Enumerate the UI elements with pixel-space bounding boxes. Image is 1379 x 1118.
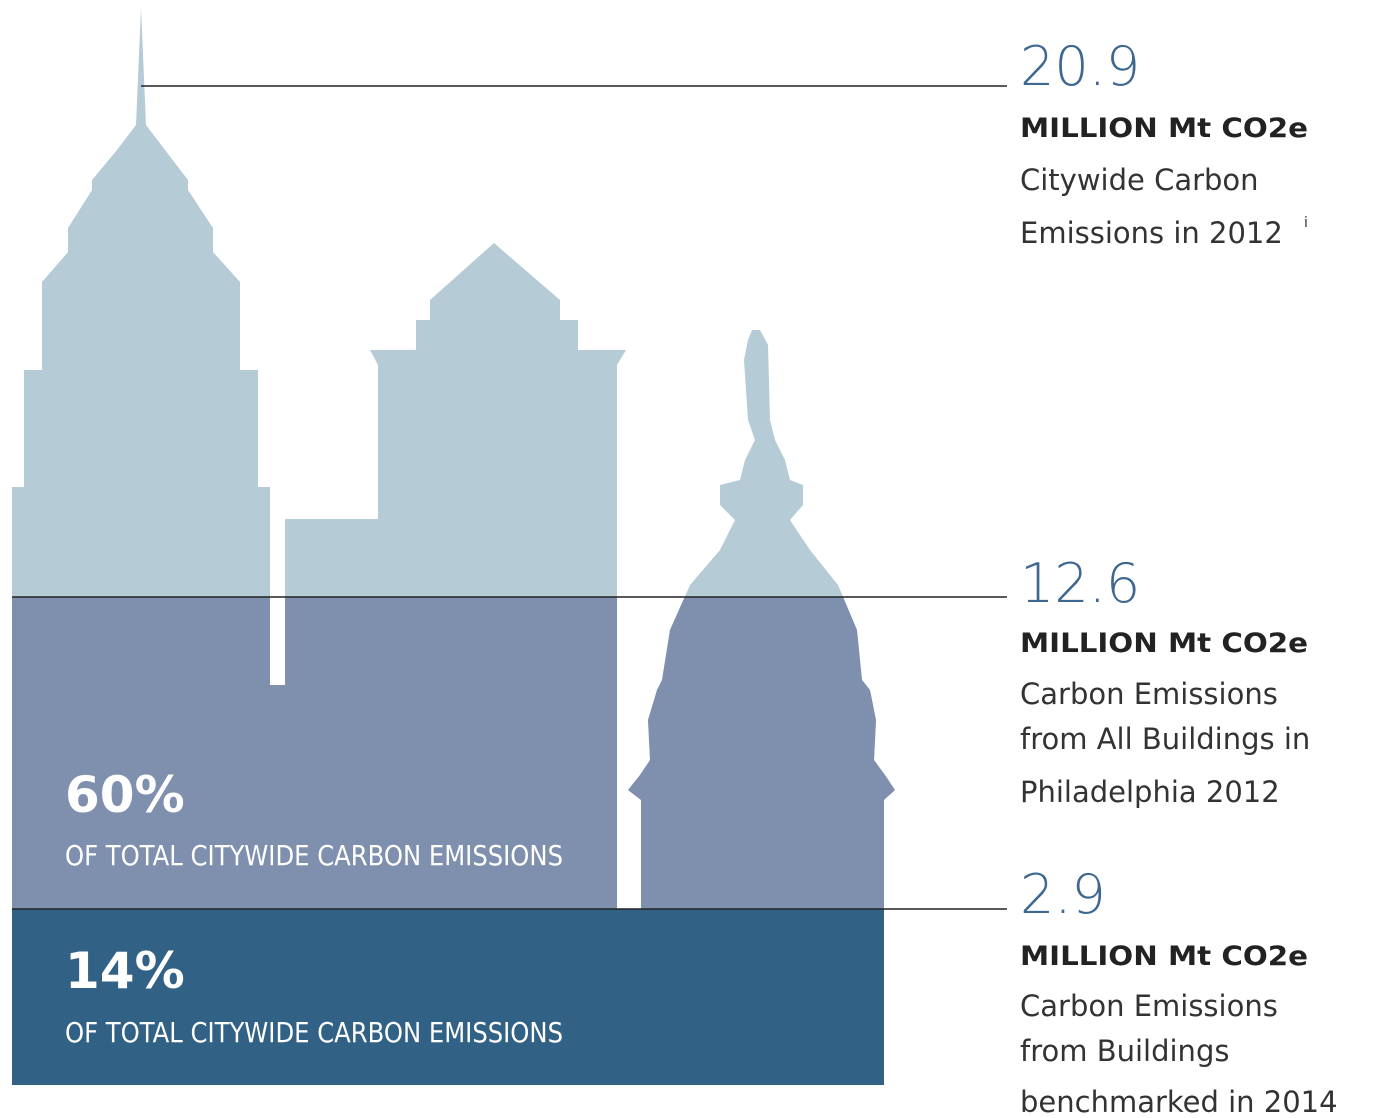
share-label: OF TOTAL CITYWIDE CARBON EMISSIONS — [65, 1016, 563, 1049]
footnote-mark: i — [1304, 215, 1308, 231]
callout-unit: MILLION Mt CO2e — [1020, 941, 1308, 972]
share-value: 14% — [65, 942, 185, 1000]
callout-line: benchmarked in 2014 — [1020, 1085, 1338, 1118]
callout-line: Carbon Emissions — [1020, 989, 1278, 1023]
callout-value: 20.9 — [1020, 35, 1140, 98]
callout-line: Philadelphia 2012 — [1020, 775, 1280, 809]
callout-line: from Buildings — [1020, 1034, 1229, 1068]
callout-line: Citywide Carbon — [1020, 163, 1259, 197]
callout-unit: MILLION Mt CO2e — [1020, 113, 1308, 144]
callout-value: 12.6 — [1020, 552, 1140, 615]
callout-line: from All Buildings in — [1020, 722, 1310, 756]
share-value: 60% — [65, 766, 185, 824]
callout-line: Carbon Emissions — [1020, 677, 1278, 711]
callout-line: Emissions in 2012 — [1020, 216, 1283, 250]
base-block — [12, 909, 884, 1085]
callout-unit: MILLION Mt CO2e — [1020, 628, 1308, 659]
callout-value: 2.9 — [1020, 863, 1106, 926]
share-label: OF TOTAL CITYWIDE CARBON EMISSIONS — [65, 839, 563, 872]
